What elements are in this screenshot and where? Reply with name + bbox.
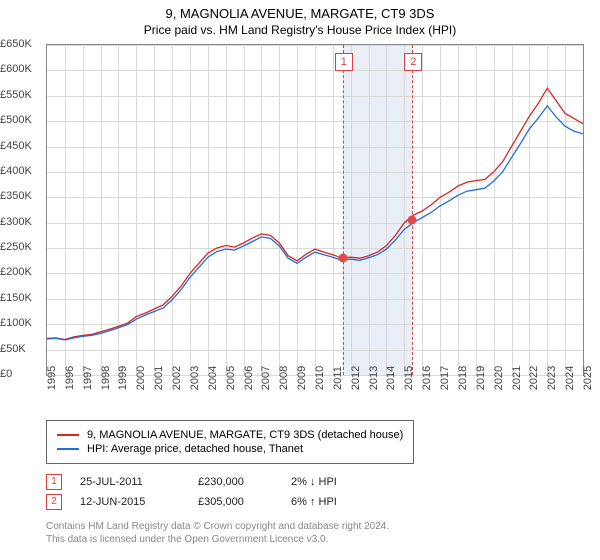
x-tick-label: 2000 <box>135 366 147 390</box>
y-tick-label: £0 <box>0 368 42 380</box>
x-tick-label: 2024 <box>564 366 576 390</box>
plot-area: 12 <box>46 44 584 376</box>
sale-dot <box>338 254 347 263</box>
sale-row: 1 25-JUL-2011 £230,000 2% ↓ HPI <box>46 474 391 490</box>
chart-lines <box>47 45 583 375</box>
y-tick-label: £450K <box>0 140 42 152</box>
x-tick-label: 2006 <box>243 366 255 390</box>
x-tick-label: 2011 <box>332 366 344 390</box>
sale-row: 2 12-JUN-2015 £305,000 6% ↑ HPI <box>46 494 391 510</box>
legend-row: HPI: Average price, detached house, Than… <box>57 443 403 455</box>
sale-dot <box>408 216 417 225</box>
legend: 9, MAGNOLIA AVENUE, MARGATE, CT9 3DS (de… <box>46 420 414 464</box>
sale-price: £305,000 <box>198 496 273 508</box>
x-tick-label: 1999 <box>117 366 129 390</box>
sale-date: 12-JUN-2015 <box>80 496 180 508</box>
y-tick-label: £50K <box>0 343 42 355</box>
x-tick-label: 1997 <box>82 366 94 390</box>
x-tick-label: 2017 <box>439 366 451 390</box>
series-line <box>47 106 583 340</box>
y-tick-label: £150K <box>0 292 42 304</box>
sale-price: £230,000 <box>198 476 273 488</box>
x-tick-label: 2022 <box>528 366 540 390</box>
x-tick-label: 2015 <box>403 366 415 390</box>
x-tick-label: 2013 <box>368 366 380 390</box>
sale-hpi-diff: 6% ↑ HPI <box>291 496 391 508</box>
series-line <box>47 88 583 339</box>
sale-marker-small: 2 <box>46 494 62 510</box>
sale-date: 25-JUL-2011 <box>80 476 180 488</box>
x-tick-label: 2014 <box>385 366 397 390</box>
sales-table: 1 25-JUL-2011 £230,000 2% ↓ HPI 2 12-JUN-2015… <box>46 470 391 514</box>
x-tick-label: 2021 <box>511 366 523 390</box>
x-tick-label: 1995 <box>46 366 58 390</box>
legend-label: HPI: Average price, detached house, Than… <box>87 443 303 455</box>
y-tick-label: £600K <box>0 63 42 75</box>
legend-label: 9, MAGNOLIA AVENUE, MARGATE, CT9 3DS (de… <box>87 429 403 441</box>
x-tick-label: 2002 <box>171 366 183 390</box>
x-tick-label: 2025 <box>582 366 594 390</box>
x-tick-label: 2003 <box>189 366 201 390</box>
x-tick-label: 2005 <box>225 366 237 390</box>
x-tick-label: 2007 <box>260 366 272 390</box>
x-tick-label: 2008 <box>278 366 290 390</box>
y-tick-label: £300K <box>0 216 42 228</box>
x-tick-label: 2009 <box>296 366 308 390</box>
x-tick-label: 2001 <box>153 366 165 390</box>
y-tick-label: £250K <box>0 241 42 253</box>
x-tick-label: 2016 <box>421 366 433 390</box>
sale-marker-small: 1 <box>46 474 62 490</box>
x-tick-label: 2019 <box>475 366 487 390</box>
y-tick-label: £650K <box>0 38 42 50</box>
x-tick-label: 2020 <box>493 366 505 390</box>
attribution-line1: Contains HM Land Registry data © Crown c… <box>46 520 389 533</box>
legend-swatch <box>57 448 79 450</box>
sale-hpi-diff: 2% ↓ HPI <box>291 476 391 488</box>
x-tick-label: 2023 <box>546 366 558 390</box>
x-tick-label: 2012 <box>350 366 362 390</box>
x-tick-label: 2018 <box>457 366 469 390</box>
y-tick-label: £350K <box>0 190 42 202</box>
legend-swatch <box>57 434 79 436</box>
attribution-line2: This data is licensed under the Open Gov… <box>46 533 389 546</box>
x-tick-label: 1998 <box>100 366 112 390</box>
chart-title-line2: Price paid vs. HM Land Registry's House … <box>0 23 600 37</box>
x-tick-label: 2010 <box>314 366 326 390</box>
y-tick-label: £100K <box>0 317 42 329</box>
x-tick-label: 1996 <box>64 366 76 390</box>
attribution: Contains HM Land Registry data © Crown c… <box>46 520 389 546</box>
y-tick-label: £500K <box>0 114 42 126</box>
y-tick-label: £200K <box>0 266 42 278</box>
legend-row: 9, MAGNOLIA AVENUE, MARGATE, CT9 3DS (de… <box>57 429 403 441</box>
x-tick-label: 2004 <box>207 366 219 390</box>
chart-title-line1: 9, MAGNOLIA AVENUE, MARGATE, CT9 3DS <box>0 6 600 21</box>
y-tick-label: £550K <box>0 89 42 101</box>
y-tick-label: £400K <box>0 165 42 177</box>
